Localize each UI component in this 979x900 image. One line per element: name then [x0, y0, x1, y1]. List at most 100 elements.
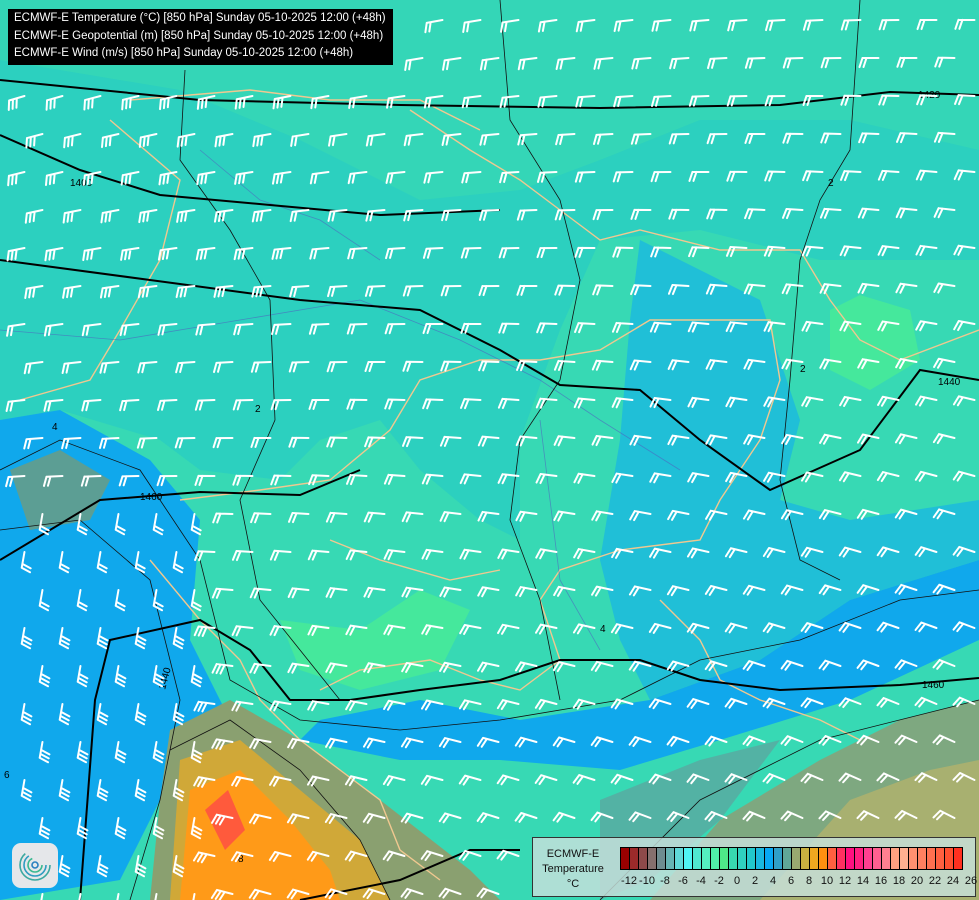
color-scale-tick: 6 — [787, 875, 795, 887]
wind-barb — [76, 513, 88, 536]
wind-barb — [422, 323, 444, 335]
color-swatch — [720, 848, 729, 869]
wind-barb — [134, 627, 147, 650]
wind-barb — [952, 772, 976, 783]
wind-barb — [44, 247, 64, 262]
wind-barb — [877, 320, 900, 332]
wind-barb — [838, 546, 862, 558]
wind-barb — [515, 586, 538, 598]
wind-barb — [459, 624, 482, 636]
wind-barb — [76, 589, 88, 612]
wind-barb — [423, 95, 444, 109]
wind-barb — [839, 320, 862, 332]
wind-barb — [554, 284, 576, 296]
wind-barb — [424, 19, 444, 34]
wind-barb — [134, 703, 147, 726]
wind-barb — [801, 320, 824, 332]
wind-barb — [114, 817, 127, 840]
wind-barb — [422, 247, 444, 259]
wind-barb — [58, 627, 71, 650]
wind-barb — [537, 95, 558, 108]
wind-barb — [629, 434, 652, 446]
wind-barb — [386, 95, 406, 109]
wind-barb — [459, 548, 482, 560]
wind-barb — [686, 547, 710, 559]
wind-barb — [345, 624, 368, 636]
wind-barb — [839, 245, 862, 257]
wind-barb — [628, 660, 652, 672]
wind-barb — [688, 170, 710, 182]
color-swatch — [936, 848, 945, 869]
wind-barb — [592, 284, 614, 296]
wind-barb — [818, 584, 842, 596]
wind-barb — [953, 244, 976, 256]
wind-barb — [781, 433, 804, 445]
wind-barb — [250, 361, 272, 373]
wind-barb — [365, 209, 386, 222]
wind-barb — [613, 19, 634, 33]
color-swatch — [666, 848, 675, 869]
wind-barb — [537, 19, 558, 33]
wind-barb — [306, 775, 330, 787]
wind-barb — [667, 359, 690, 371]
wind-barb — [134, 855, 147, 878]
wind-barb — [347, 171, 368, 185]
wind-barb — [952, 470, 976, 482]
wind-barb — [211, 738, 234, 751]
wind-barb — [915, 244, 938, 256]
wind-barb — [896, 56, 918, 68]
wind-barb — [348, 95, 368, 109]
wind-barb — [137, 285, 158, 299]
wind-barb — [157, 323, 178, 336]
wind-barb — [289, 209, 310, 223]
wind-barb — [896, 132, 918, 144]
wind-barb — [81, 399, 102, 412]
wind-barb — [231, 775, 254, 787]
wind-barb — [705, 359, 728, 371]
wind-barb — [196, 95, 216, 110]
wind-barb — [781, 283, 804, 295]
color-scale-tick: -8 — [660, 875, 670, 887]
wind-barb — [628, 585, 652, 597]
wind-barb — [287, 587, 310, 599]
wind-barb — [765, 19, 786, 32]
wind-barb — [628, 811, 652, 823]
wind-barb — [514, 661, 538, 673]
wind-barb — [400, 812, 424, 824]
wind-barb — [420, 699, 444, 711]
wind-barb — [591, 585, 614, 597]
wind-barb — [137, 361, 158, 374]
wind-barb — [439, 435, 462, 447]
wind-barb — [818, 735, 842, 746]
wind-barb — [156, 399, 178, 412]
isotherm-label: 2 — [828, 178, 834, 189]
wind-barb — [152, 589, 164, 612]
wind-barb — [83, 95, 102, 111]
wind-barb — [423, 171, 444, 184]
wind-barb — [269, 775, 292, 787]
wind-barb — [99, 285, 120, 299]
wind-barb — [744, 132, 766, 144]
wind-barb — [686, 622, 710, 634]
wind-barb — [649, 397, 672, 409]
wind-barb — [687, 321, 710, 333]
wind-barb — [914, 470, 938, 482]
wind-barb — [477, 510, 500, 523]
wind-barb — [516, 284, 538, 296]
wind-barb — [590, 811, 614, 823]
wind-barb — [460, 247, 482, 259]
wind-barb — [894, 809, 918, 821]
color-swatch — [738, 848, 747, 869]
title-temperature: ECMWF-E Temperature (°C) [850 hPa] Sunda… — [14, 12, 386, 24]
wind-barb — [438, 812, 462, 824]
wind-barb — [496, 699, 520, 711]
wind-barb — [194, 474, 216, 486]
color-swatch — [684, 848, 693, 869]
legend-variable: Temperature — [542, 863, 604, 875]
wind-barb — [496, 774, 520, 786]
wind-barb — [138, 209, 158, 224]
wind-barb — [382, 850, 406, 862]
wind-barb — [650, 171, 672, 183]
wind-barb — [231, 700, 254, 712]
wind-barb — [44, 171, 64, 187]
